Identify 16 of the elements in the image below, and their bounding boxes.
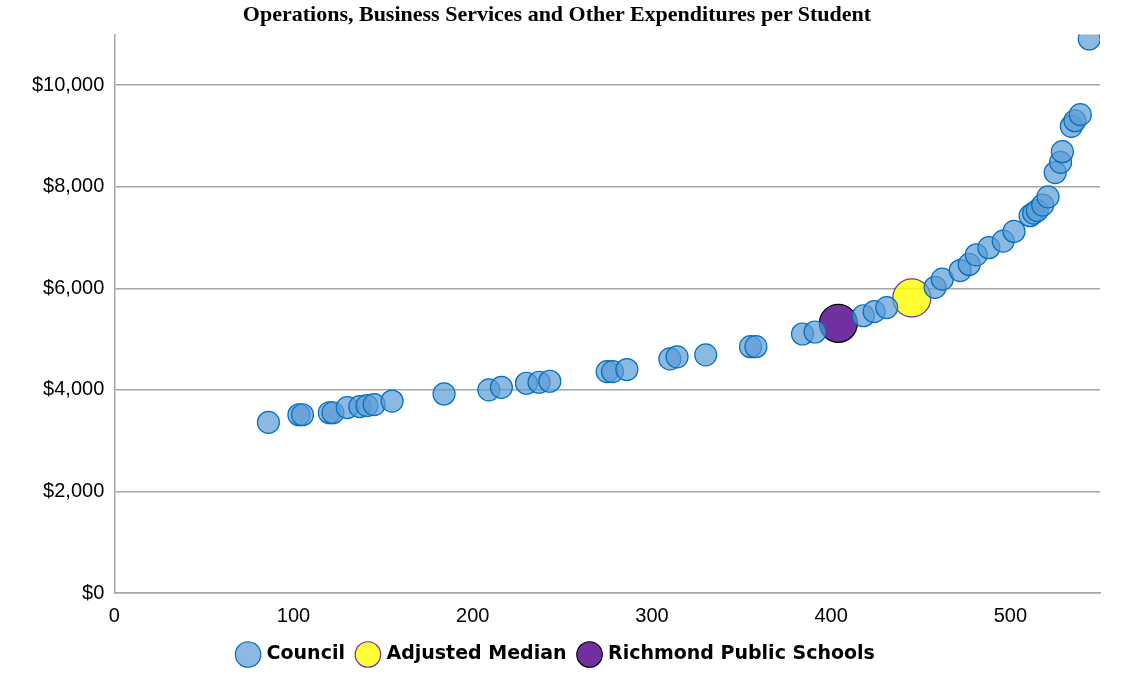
- x-tick-label: 300: [635, 603, 669, 626]
- y-tick-label: $4,000: [43, 377, 105, 400]
- x-tick-label: 400: [814, 603, 848, 626]
- legend-label: Richmond Public Schools: [608, 641, 875, 664]
- y-tick-label: $6,000: [43, 275, 105, 298]
- legend-label: Adjusted Median: [386, 641, 567, 664]
- x-tick-label: 0: [108, 603, 120, 626]
- x-tick-label: 500: [993, 603, 1028, 626]
- y-tick-label: $10,000: [32, 72, 105, 95]
- y-tick-label: $0: [82, 580, 105, 603]
- legend-label: Council: [266, 641, 345, 664]
- x-tick-label: 100: [276, 603, 311, 626]
- y-tick-label: $8,000: [43, 174, 105, 197]
- chart-title: Operations, Business Services and Other Expenditures per Student: [242, 0, 872, 26]
- x-tick-label: 200: [456, 603, 490, 626]
- y-tick-label: $2,000: [43, 478, 105, 501]
